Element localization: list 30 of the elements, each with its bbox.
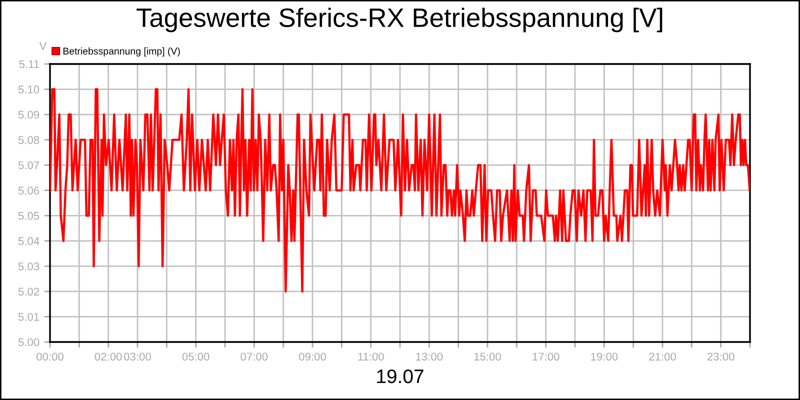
y-tick-label: 5.10	[18, 86, 40, 94]
x-tick-label: 07:00	[240, 352, 268, 361]
x-tick-label: 02:00	[94, 352, 122, 361]
y-axis-title: V	[39, 42, 47, 50]
y-tick-label: 5.03	[18, 262, 40, 270]
y-tick-label: 5.06	[18, 186, 40, 194]
y-tick-label: 5.00	[18, 338, 40, 346]
x-tick-label: 13:00	[416, 352, 443, 361]
y-tick-label: 5.04	[18, 237, 40, 246]
line-series	[50, 88, 750, 293]
x-tick-label: 11:00	[358, 352, 384, 361]
y-tick-label: 5.02	[18, 288, 40, 296]
x-tick-label: 15:00	[474, 352, 501, 361]
x-tick-label: 21:00	[649, 352, 676, 361]
y-tick-label: 5.07	[18, 161, 40, 170]
x-tick-label: 09:00	[299, 352, 326, 361]
x-tick-label: 05:00	[182, 352, 210, 361]
x-tick-label: 23:00	[707, 352, 734, 361]
legend-label: Betriebsspannung [imp] (V)	[63, 47, 180, 56]
x-axis-title: 19.07	[377, 369, 424, 384]
x-tick-label: 00:00	[36, 352, 64, 361]
y-tick-label: 5.11	[19, 60, 40, 68]
y-tick-label: 5.08	[18, 136, 40, 144]
x-tick-label: 19:00	[591, 352, 618, 361]
y-tick-label: 5.01	[18, 312, 40, 321]
x-tick-label: 17:00	[532, 352, 560, 361]
y-tick-label: 5.09	[18, 110, 40, 119]
y-tick-label: 5.05	[18, 212, 40, 220]
chart-title: Tageswerte Sferics-RX Betriebsspannung [V]	[136, 8, 662, 32]
x-tick-label: 03:00	[124, 352, 151, 361]
